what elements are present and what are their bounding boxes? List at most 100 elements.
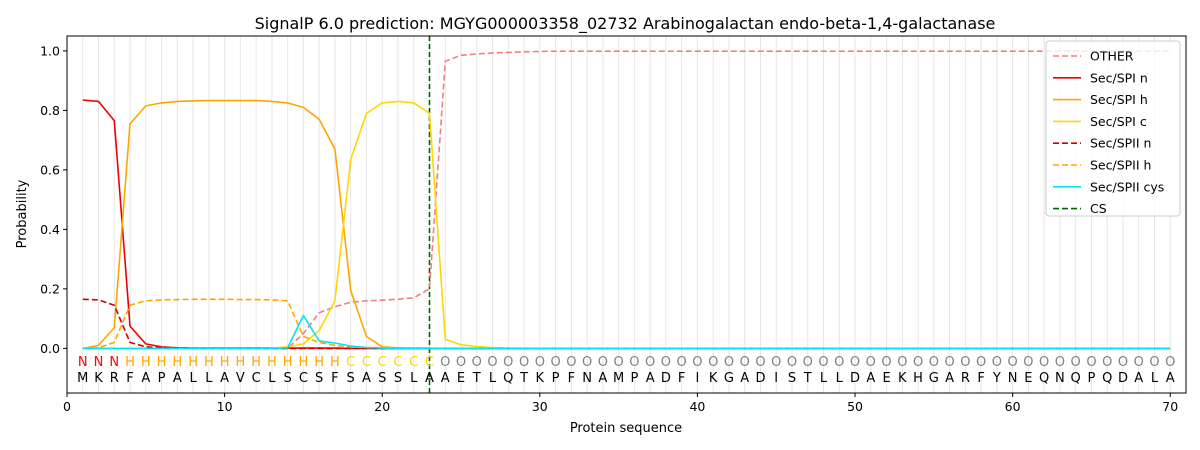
state-label: O [1008,355,1018,370]
residue-label: E [1024,371,1032,386]
residue-label: R [961,371,970,386]
state-label: O [1134,355,1144,370]
series-line [82,314,1171,350]
state-label: O [960,355,970,370]
series-line [82,99,1171,350]
state-label: O [1118,355,1128,370]
state-label: O [487,355,497,370]
residue-label: F [126,371,133,386]
legend-label: OTHER [1090,49,1134,64]
y-tick-label: 1.0 [40,43,60,58]
state-label: O [992,355,1002,370]
residue-label: L [836,371,844,386]
residue-label: T [519,371,528,386]
residue-label: C [252,371,261,386]
axis-ticks: 0 10 20 30 40 50 60 70 0.0 0.2 0.4 0.6 0.8 1.0 [40,43,1178,414]
state-label: H [220,355,230,370]
state-label: O [850,355,860,370]
x-tick-label: 50 [847,399,863,414]
residue-label: A [598,371,607,386]
state-label: O [944,355,954,370]
residue-label: L [820,371,828,386]
legend-label: Sec/SPI h [1090,92,1148,107]
state-label: H [267,355,277,370]
residue-label: D [1118,371,1128,386]
residue-label: A [1134,371,1143,386]
series-line [82,100,1171,350]
residue-label: F [331,371,338,386]
y-tick-label: 0.8 [40,103,60,118]
state-label: O [818,355,828,370]
state-label: O [1165,355,1175,370]
residue-label: A [141,371,150,386]
residue-label: P [630,371,638,386]
x-tick-label: 40 [689,399,705,414]
residue-label: Q [503,371,513,386]
state-label: H [299,355,309,370]
residue-label: L [205,371,213,386]
x-axis-label: Protein sequence [570,421,682,436]
residue-label: S [347,371,355,386]
residue-label: L [189,371,197,386]
state-label: H [330,355,340,370]
x-tick-label: 60 [1005,399,1021,414]
residue-label: A [220,371,229,386]
residue-label: L [410,371,418,386]
residue-label: A [1166,371,1175,386]
state-label: O [866,355,876,370]
y-axis-label: Probability [15,179,30,248]
residue-label: L [1151,371,1159,386]
residue-label: S [394,371,402,386]
state-label: O [456,355,466,370]
state-label: H [235,355,245,370]
state-label: H [141,355,151,370]
residue-label: I [696,371,700,386]
state-label: O [1149,355,1159,370]
legend-label: Sec/SPII cys [1090,179,1164,194]
residue-label: S [788,371,796,386]
residue-label: P [552,371,560,386]
legend-label: Sec/SPI c [1090,114,1147,129]
state-label: O [834,355,844,370]
residue-label: C [299,371,308,386]
y-tick-label: 0.0 [40,341,60,356]
state-label: O [550,355,560,370]
residue-label: T [472,371,481,386]
residue-label: G [724,371,734,386]
residue-label: N [1055,371,1065,386]
residue-label: K [709,371,718,386]
state-label: O [614,355,624,370]
state-label: O [897,355,907,370]
residue-label: A [646,371,655,386]
residue-label: A [740,371,749,386]
state-label: N [109,355,119,370]
residue-label: G [929,371,939,386]
legend-label: Sec/SPII n [1090,136,1151,151]
state-label: O [724,355,734,370]
residue-label: N [582,371,592,386]
x-tick-label: 30 [532,399,548,414]
state-label: O [677,355,687,370]
residue-label: L [489,371,497,386]
state-label: O [755,355,765,370]
state-label: H [125,355,135,370]
residue-label: Q [1071,371,1081,386]
state-label: C [362,355,371,370]
state-label: O [929,355,939,370]
residue-label: A [866,371,875,386]
legend-label: Sec/SPII h [1090,158,1151,173]
residue-label: N [1008,371,1018,386]
y-tick-label: 0.4 [40,222,60,237]
sequence-annotation: NMNKNRHFHAHPHAHLHLHAHVHCHLHSHCHSHFCSCACS… [77,355,1175,386]
state-label: O [787,355,797,370]
state-label: O [519,355,529,370]
state-label: O [803,355,813,370]
state-label: H [204,355,214,370]
state-label: H [283,355,293,370]
state-label: O [503,355,513,370]
state-label: O [535,355,545,370]
residue-label: D [850,371,860,386]
residue-label: D [755,371,765,386]
residue-label: I [774,371,778,386]
